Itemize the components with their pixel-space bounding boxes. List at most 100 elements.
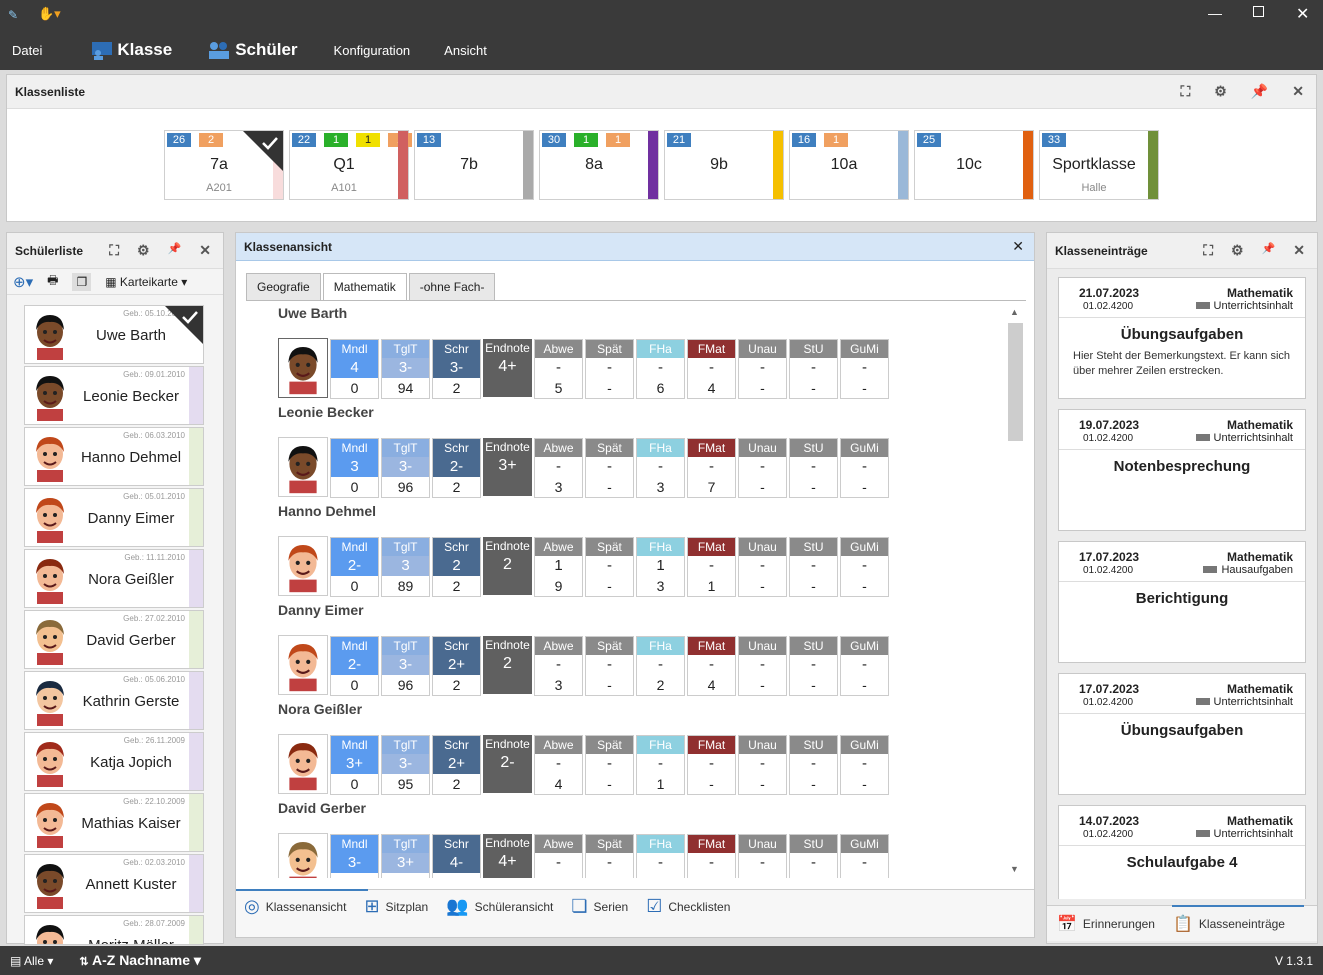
student-card[interactable]: Geb.: 09.01.2010 Leonie Becker bbox=[24, 366, 204, 425]
grade-col[interactable]: GuMi - - bbox=[840, 636, 889, 696]
minimize-icon[interactable]: — bbox=[1208, 5, 1222, 21]
scrollbar[interactable]: ▲ ▼ bbox=[1006, 307, 1023, 879]
grade-col[interactable]: TglT 3- 95 bbox=[381, 735, 430, 795]
grade-col[interactable]: Mndl 3 0 bbox=[330, 438, 379, 498]
grade-col[interactable]: FMat -1 bbox=[687, 537, 736, 597]
pin-icon[interactable]: 📌 bbox=[1250, 83, 1269, 99]
grade-col[interactable]: FHa -1 bbox=[636, 735, 685, 795]
student-card[interactable]: Geb.: 26.11.2009 Katja Jopich bbox=[24, 732, 204, 791]
grade-col[interactable]: Spät - - bbox=[585, 735, 634, 795]
grade-col[interactable]: Schr 3- 2 bbox=[432, 339, 481, 399]
grade-col[interactable]: FHa -6 bbox=[636, 339, 685, 399]
expand-icon[interactable]: ⛶ bbox=[1180, 83, 1191, 99]
tab-view[interactable]: ❏ Serien bbox=[571, 896, 628, 917]
close-icon[interactable]: ✕ bbox=[199, 242, 211, 258]
class-card[interactable]: 30 1 1 8a bbox=[539, 130, 659, 200]
maximize-icon[interactable] bbox=[1253, 6, 1264, 17]
expand-icon[interactable]: ⛶ bbox=[1203, 242, 1213, 258]
sort-select[interactable]: ⇅ A-Z Nachname ▾ bbox=[79, 952, 201, 968]
grade-col[interactable]: Mndl 3- bbox=[330, 834, 379, 878]
grade-col[interactable]: GuMi - - bbox=[840, 438, 889, 498]
menu-klasse[interactable]: Klasse bbox=[90, 39, 172, 61]
grade-col[interactable]: StU - bbox=[789, 834, 838, 878]
grade-col[interactable]: TglT 3 89 bbox=[381, 537, 430, 597]
grade-col-endnote[interactable]: Endnote 3+ bbox=[483, 438, 532, 496]
grade-col[interactable]: TglT 3- 96 bbox=[381, 438, 430, 498]
print-icon[interactable]: 🖶 bbox=[47, 273, 59, 287]
view-select[interactable]: ▦ Karteikarte ▾ bbox=[105, 274, 188, 289]
grade-col[interactable]: GuMi - - bbox=[840, 339, 889, 399]
tab-subject[interactable]: -ohne Fach- bbox=[408, 273, 496, 300]
scroll-up-icon[interactable]: ▲ bbox=[1010, 307, 1019, 317]
grade-col[interactable]: FMat -4 bbox=[687, 636, 736, 696]
tab-view[interactable]: ☑ Checklisten bbox=[646, 896, 730, 917]
student-card[interactable]: Geb.: 02.03.2010 Annett Kuster bbox=[24, 854, 204, 913]
grade-col[interactable]: Unau - - bbox=[738, 636, 787, 696]
gear-icon[interactable]: ⚙ bbox=[1231, 242, 1244, 258]
filter-select[interactable]: ▤ Alle ▾ bbox=[10, 953, 54, 968]
expand-icon[interactable]: ⛶ bbox=[109, 242, 119, 258]
scroll-down-icon[interactable]: ▼ bbox=[1010, 864, 1019, 874]
grade-col[interactable]: FMat - bbox=[687, 834, 736, 878]
class-card[interactable]: 26 2 7a A201 bbox=[164, 130, 284, 200]
touch-icon[interactable]: ✋▾ bbox=[38, 6, 61, 21]
scroll-thumb[interactable] bbox=[1008, 323, 1023, 441]
class-entry-card[interactable]: 17.07.2023 01.02.4200 Mathematik Unterricht… bbox=[1058, 673, 1306, 795]
grade-col[interactable]: Abwe -4 bbox=[534, 735, 583, 795]
menu-ansicht[interactable]: Ansicht bbox=[444, 42, 487, 58]
grade-col[interactable]: FHa - bbox=[636, 834, 685, 878]
grade-col[interactable]: StU - - bbox=[789, 735, 838, 795]
gear-icon[interactable]: ⚙ bbox=[1214, 83, 1227, 99]
grade-col[interactable]: GuMi - - bbox=[840, 537, 889, 597]
tab-klasseneintraege[interactable]: 📋 Klasseneinträge bbox=[1173, 914, 1285, 934]
student-card[interactable]: Geb.: 28.07.2009 Moritz Möller bbox=[24, 915, 204, 945]
grade-col[interactable]: Unau - - bbox=[738, 735, 787, 795]
class-entry-card[interactable]: 17.07.2023 01.02.4200 Mathematik Hausaufgab… bbox=[1058, 541, 1306, 663]
grade-col[interactable]: Abwe - bbox=[534, 834, 583, 878]
grade-col[interactable]: Spät - bbox=[585, 834, 634, 878]
grade-col[interactable]: TglT 3- 94 bbox=[381, 339, 430, 399]
grade-col[interactable]: Mndl 2- 0 bbox=[330, 537, 379, 597]
grade-col[interactable]: Schr 2 2 bbox=[432, 537, 481, 597]
grade-col-endnote[interactable]: Endnote 4+ bbox=[483, 339, 532, 397]
menu-datei[interactable]: Datei bbox=[12, 42, 43, 58]
close-icon[interactable]: ✕ bbox=[1296, 6, 1310, 23]
grade-col[interactable]: StU - - bbox=[789, 438, 838, 498]
grade-col[interactable]: Abwe 1 9 bbox=[534, 537, 583, 597]
class-card[interactable]: 16 1 10a bbox=[789, 130, 909, 200]
grade-col[interactable]: Mndl 2- 0 bbox=[330, 636, 379, 696]
student-card[interactable]: Geb.: 11.11.2010 Nora Geißler bbox=[24, 549, 204, 608]
class-card[interactable]: 25 10c bbox=[914, 130, 1034, 200]
grade-col[interactable]: FHa -3 bbox=[636, 438, 685, 498]
close-icon[interactable]: ✕ bbox=[1293, 242, 1305, 258]
grade-col[interactable]: Abwe -5 bbox=[534, 339, 583, 399]
copy-icon[interactable]: ❐ bbox=[72, 272, 92, 291]
grade-col[interactable]: Schr 2- 2 bbox=[432, 438, 481, 498]
student-card[interactable]: Geb.: 06.03.2010 Hanno Dehmel bbox=[24, 427, 204, 486]
grade-col[interactable]: Spät - - bbox=[585, 537, 634, 597]
grade-col-endnote[interactable]: Endnote 4+ bbox=[483, 834, 532, 878]
grade-col[interactable]: FHa -2 bbox=[636, 636, 685, 696]
grade-col[interactable]: FMat -7 bbox=[687, 438, 736, 498]
class-card[interactable]: 21 9b bbox=[664, 130, 784, 200]
class-card[interactable]: 33 Sportklasse Halle bbox=[1039, 130, 1159, 200]
grade-col[interactable]: Unau - - bbox=[738, 438, 787, 498]
grade-col[interactable]: Spät - - bbox=[585, 636, 634, 696]
tab-view[interactable]: ◎ Klassenansicht bbox=[244, 896, 346, 917]
grade-col[interactable]: TglT 3- 96 bbox=[381, 636, 430, 696]
grade-col[interactable]: Abwe -3 bbox=[534, 636, 583, 696]
grade-col[interactable]: Mndl 4 0 bbox=[330, 339, 379, 399]
grade-col[interactable]: Spät - - bbox=[585, 438, 634, 498]
student-card[interactable]: Geb.: 27.02.2010 David Gerber bbox=[24, 610, 204, 669]
grade-col-endnote[interactable]: Endnote 2- bbox=[483, 735, 532, 793]
tab-view[interactable]: 👥 Schüleransicht bbox=[446, 896, 553, 917]
class-entry-card[interactable]: 21.07.2023 01.02.4200 Mathematik Unterricht… bbox=[1058, 277, 1306, 399]
grade-col[interactable]: Schr 2+ 2 bbox=[432, 636, 481, 696]
class-card[interactable]: 13 7b bbox=[414, 130, 534, 200]
student-card[interactable]: Geb.: 05.10.2006 Uwe Barth bbox=[24, 305, 204, 364]
close-icon[interactable]: ✕ bbox=[1012, 238, 1024, 254]
tab-subject[interactable]: Mathematik bbox=[322, 273, 407, 300]
tab-subject[interactable]: Geografie bbox=[246, 273, 321, 300]
grade-col-endnote[interactable]: Endnote 2 bbox=[483, 537, 532, 595]
tab-erinnerungen[interactable]: 📅 Erinnerungen bbox=[1057, 914, 1155, 934]
